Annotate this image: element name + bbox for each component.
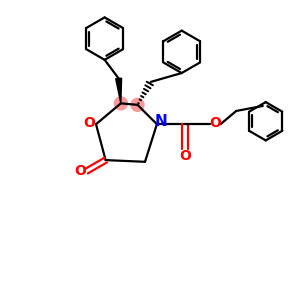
Polygon shape <box>116 78 122 103</box>
Text: O: O <box>74 164 86 178</box>
Text: N: N <box>155 114 168 129</box>
Text: O: O <box>209 116 221 130</box>
Circle shape <box>114 97 127 110</box>
Text: O: O <box>84 116 95 130</box>
Text: O: O <box>179 149 191 163</box>
Circle shape <box>131 98 144 111</box>
